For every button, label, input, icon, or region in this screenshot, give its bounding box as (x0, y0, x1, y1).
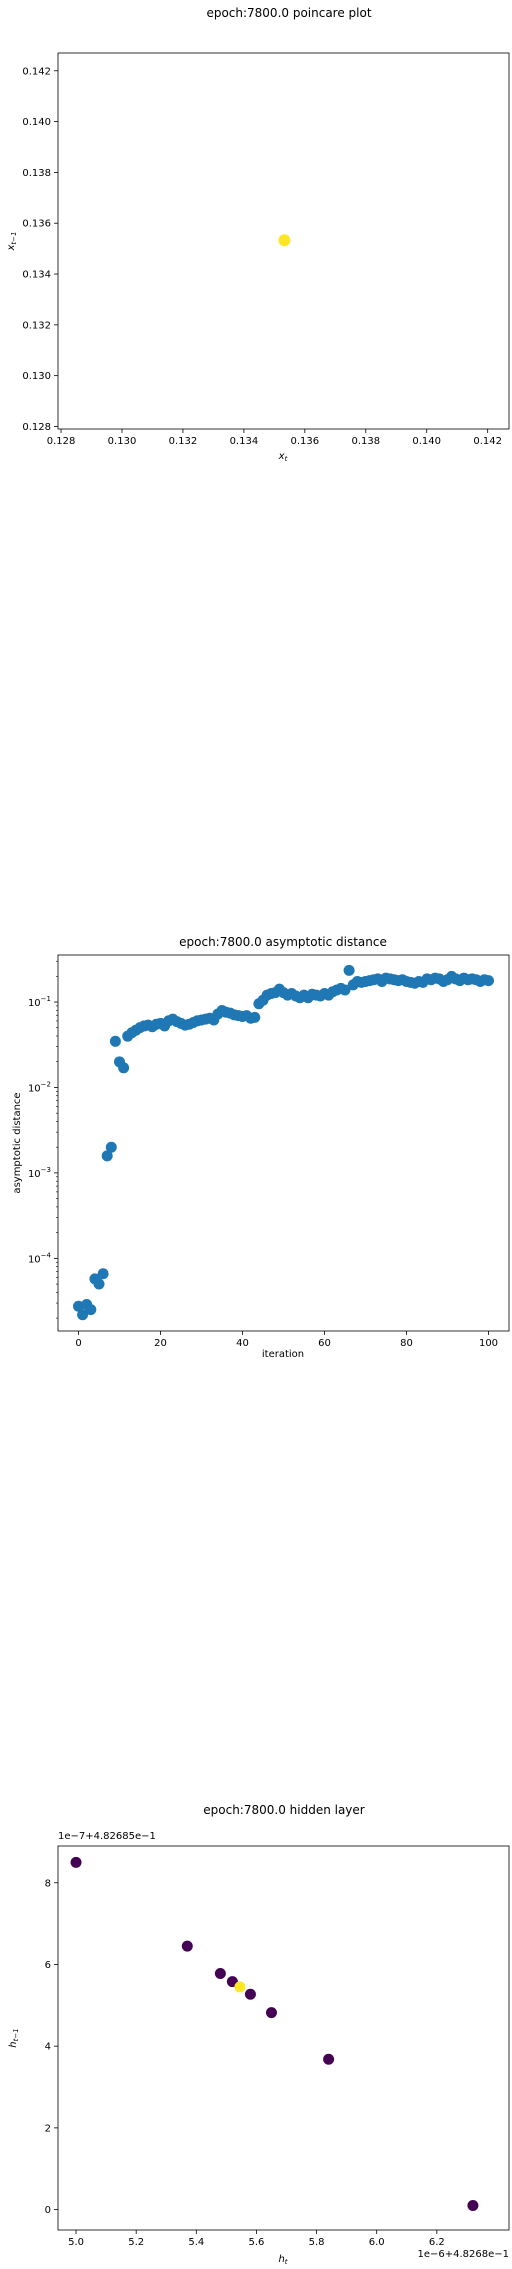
chart-title: epoch:7800.0 hidden layer (203, 1803, 365, 1817)
data-point (245, 1989, 256, 2000)
axis-ticks: 5.0 5.2 5.4 5.6 5.8 6.0 6.2 0 2 4 6 8 (45, 1878, 445, 2248)
plot-frame (58, 1846, 509, 2230)
plot-frame (58, 955, 509, 1331)
data-point (234, 1981, 245, 1992)
y-tick-label: 0 (45, 2205, 51, 2216)
x-axis-label: ht (278, 2254, 287, 2266)
data-point (106, 1142, 117, 1153)
data-point (278, 234, 290, 246)
data-points (71, 1857, 479, 2211)
x-tick-label: 40 (236, 1338, 249, 1349)
y-offset-label: 1e−7+4.82685e−1 (58, 1831, 156, 1842)
y-tick-label: 0.138 (22, 168, 51, 179)
axis-ticks: 0.128 0.130 0.132 0.134 0.136 0.138 0.140 0.142… (22, 66, 502, 447)
asymptotic-distance-chart: epoch:7800.0 asymptotic distance 0 20 40 60… (0, 930, 512, 1390)
axis-ticks: 0 20 40 60 80 100 10−4 10−3 10−2 10−1 (28, 961, 498, 1349)
x-axis-label: iteration (262, 1349, 304, 1360)
y-tick-label: 8 (45, 1878, 51, 1889)
x-tick-label: 100 (479, 1338, 498, 1349)
data-points (278, 234, 290, 246)
x-tick-label: 0.136 (291, 436, 320, 447)
chart-title: epoch:7800.0 asymptotic distance (179, 935, 387, 949)
y-tick-label: 0.132 (22, 320, 51, 331)
x-tick-label: 80 (400, 1338, 413, 1349)
y-tick-label: 10−4 (28, 1251, 52, 1265)
data-point (85, 1304, 96, 1315)
data-point (94, 1279, 105, 1290)
x-tick-label: 0.130 (108, 436, 137, 447)
y-tick-label: 0.128 (22, 422, 51, 433)
data-point (98, 1268, 109, 1279)
x-tick-label: 5.0 (68, 2237, 84, 2248)
y-tick-label: 0.140 (22, 117, 51, 128)
data-points (73, 965, 494, 1320)
x-tick-label: 60 (318, 1338, 331, 1349)
data-point (118, 1062, 129, 1073)
x-tick-label: 0.132 (169, 436, 198, 447)
y-axis-label: ht−1 (8, 2028, 20, 2047)
data-point (483, 975, 494, 986)
y-tick-label: 10−3 (28, 1166, 51, 1180)
data-point (71, 1857, 82, 1868)
y-tick-label: 2 (45, 2123, 51, 2134)
hidden-layer-chart: epoch:7800.0 hidden layer 1e−7+4.82685e−… (0, 1790, 512, 2269)
y-tick-label: 10−1 (28, 995, 51, 1009)
x-tick-label: 20 (154, 1338, 167, 1349)
x-tick-label: 5.6 (248, 2237, 264, 2248)
x-tick-label: 5.4 (188, 2237, 204, 2248)
x-tick-label: 0.138 (351, 436, 380, 447)
data-point (215, 1968, 226, 1979)
x-tick-label: 0.142 (473, 436, 502, 447)
chart-title: epoch:7800.0 poincare plot (206, 6, 371, 20)
y-tick-label: 4 (45, 2042, 51, 2053)
x-tick-label: 6.0 (369, 2237, 385, 2248)
y-axis-label: xt−1 (6, 232, 18, 252)
y-tick-label: 0.130 (22, 371, 51, 382)
x-tick-label: 0 (75, 1338, 81, 1349)
data-point (266, 2007, 277, 2018)
y-tick-label: 0.142 (22, 66, 51, 77)
data-point (110, 1036, 121, 1047)
y-axis-label: asymptotic distance (12, 1092, 23, 1193)
x-tick-label: 0.140 (412, 436, 441, 447)
data-point (344, 965, 355, 976)
x-tick-label: 0.128 (47, 436, 76, 447)
x-tick-label: 0.134 (230, 436, 259, 447)
y-tick-label: 0.134 (22, 270, 51, 281)
x-axis-label: xt (278, 451, 288, 463)
poincare-plot-chart: epoch:7800.0 poincare plot 0.128 0.130 0.1… (0, 0, 512, 470)
x-tick-label: 5.8 (309, 2237, 325, 2248)
y-tick-label: 10−2 (28, 1080, 51, 1094)
data-point (467, 2200, 478, 2211)
y-tick-label: 0.136 (22, 219, 51, 230)
x-tick-label: 6.2 (429, 2237, 445, 2248)
x-tick-label: 5.2 (128, 2237, 144, 2248)
data-point (182, 1941, 193, 1952)
x-offset-label: 1e−6+4.8268e−1 (417, 2249, 509, 2260)
data-point (323, 2054, 334, 2065)
y-tick-label: 6 (45, 1960, 51, 1971)
data-point (249, 1012, 260, 1023)
